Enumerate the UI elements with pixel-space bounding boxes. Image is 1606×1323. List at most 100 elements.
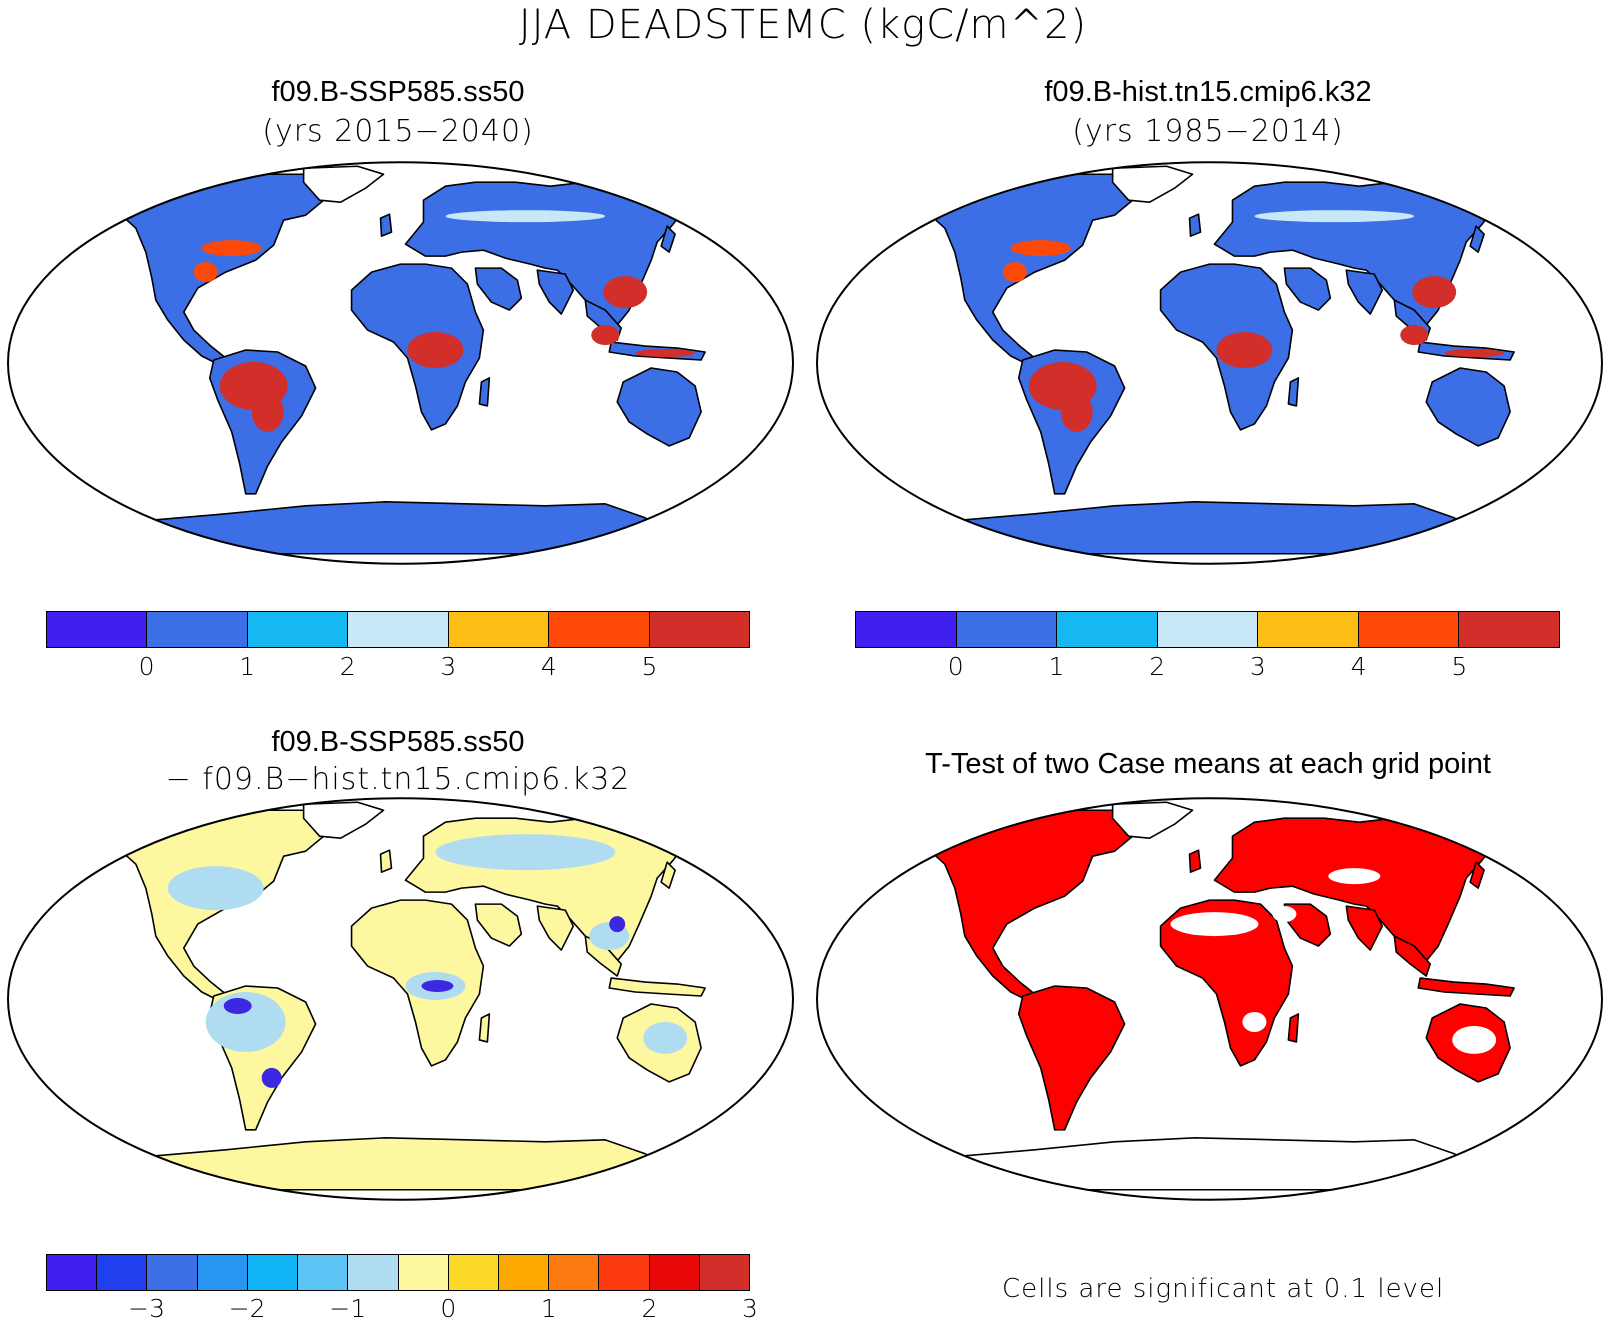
- panel-bl-case2: − f09.B−hist.tn15.cmip6.k32: [165, 762, 631, 797]
- landmass-uk: [379, 849, 393, 873]
- na-east-warm-region: [1010, 240, 1071, 257]
- colorbar-swatch: [956, 612, 1058, 647]
- amazon-strong-negative: [223, 998, 252, 1014]
- panel-tl-case: f09.B-SSP585.ss50: [271, 76, 525, 108]
- colorbar-tick-label: 3: [742, 1294, 758, 1323]
- arabia-insignificant: [1272, 906, 1297, 923]
- landmass-indonesia: [608, 977, 706, 997]
- australia-negative-region: [643, 1021, 688, 1054]
- colorbar-swatch: [197, 1255, 248, 1290]
- map-top-left: [6, 161, 795, 565]
- colorbar-tick-label: 1: [1048, 652, 1065, 681]
- colorbar-swatch: [1157, 612, 1259, 647]
- colorbar-tick-label: 0: [138, 652, 155, 681]
- landmass-japan: [1469, 225, 1485, 253]
- colorbar-top-right: [855, 611, 1560, 648]
- map-border: [6, 797, 795, 1201]
- landmass-madagascar: [478, 1013, 491, 1043]
- landmass-australia: [1425, 367, 1511, 447]
- landmass-india: [1345, 905, 1384, 951]
- landmass-madagascar: [1287, 377, 1300, 407]
- china-strong-negative: [609, 916, 626, 933]
- congo-high-region: [407, 332, 464, 368]
- colorbar-swatch: [1459, 612, 1560, 647]
- colorbar-tick-label: −3: [128, 1294, 165, 1323]
- colorbar-tick-label: 0: [947, 652, 964, 681]
- na-east-warm-region: [201, 240, 262, 257]
- colorbar-swatch: [856, 612, 957, 647]
- colorbar-swatch: [47, 1255, 98, 1290]
- china-high-region: [603, 276, 648, 309]
- landmass-madagascar: [1287, 1013, 1300, 1043]
- landmass-arabia: [474, 903, 523, 947]
- landmass-greenland: [302, 801, 385, 840]
- sahara-insignificant: [1170, 912, 1259, 937]
- colorbar-swatch: [448, 612, 550, 647]
- colorbar-tick-label: 2: [339, 652, 356, 681]
- landmass-antarctica: [155, 1137, 766, 1191]
- landmass-antarctica: [964, 1137, 1575, 1191]
- colorbar-swatch: [649, 1255, 700, 1290]
- na-southeast-warm-region: [193, 262, 218, 283]
- panel-tr-case: f09.B-hist.tn15.cmip6.k32: [1044, 76, 1372, 108]
- colorbar-swatch: [298, 1255, 349, 1290]
- brazil-high-region: [1060, 391, 1093, 432]
- colorbar-tick-label: 0: [440, 1294, 457, 1323]
- china-high-region: [1412, 276, 1457, 309]
- colorbar-swatch: [1258, 612, 1359, 647]
- panel-br-title: T-Test of two Case means at each grid po…: [925, 748, 1491, 780]
- landmass-madagascar: [478, 377, 491, 407]
- landmass-india: [536, 905, 575, 951]
- colorbar-tick-label: 2: [1149, 652, 1166, 681]
- landmass-arabia: [1283, 267, 1332, 311]
- boreal-light-band: [445, 210, 606, 223]
- colorbar-swatch: [498, 1255, 550, 1290]
- colorbar-tick-label: 2: [641, 1294, 658, 1323]
- landmass-india: [1345, 269, 1384, 315]
- colorbar-swatch: [549, 1255, 600, 1290]
- panel-tl-period: (yrs 2015−2040): [262, 114, 534, 149]
- colorbar-bottom-left: [46, 1254, 750, 1291]
- indonesia-high-region: [635, 349, 696, 358]
- map-bottom-left: [6, 797, 795, 1201]
- landmass-uk: [1188, 213, 1202, 237]
- colorbar-tick-label: 4: [540, 652, 557, 681]
- colorbar-tick-label: 3: [1249, 652, 1266, 681]
- colorbar-swatch: [247, 1255, 299, 1290]
- colorbar-tick-label: 1: [540, 1294, 557, 1323]
- colorbar-swatch: [1358, 612, 1460, 647]
- colorbar-swatch: [448, 1255, 499, 1290]
- colorbar-swatch: [1057, 612, 1158, 647]
- colorbar-tick-label: 3: [440, 652, 457, 681]
- colorbar-tick-label: 1: [239, 652, 256, 681]
- landmass-greenland: [1111, 165, 1194, 204]
- seasia-high-region: [1400, 325, 1429, 346]
- map-border: [815, 797, 1604, 1201]
- colorbar-top-left: [46, 611, 750, 648]
- landmass-japan: [660, 861, 676, 889]
- colorbar-tick-label: −2: [228, 1294, 266, 1323]
- southern-africa-insignificant: [1242, 1011, 1267, 1032]
- landmass-uk: [379, 213, 393, 237]
- australia-insignificant: [1452, 1025, 1497, 1054]
- congo-strong-negative: [421, 980, 454, 993]
- landmass-japan: [1469, 861, 1485, 889]
- colorbar-tick-label: 5: [641, 652, 658, 681]
- landmass-antarctica: [155, 501, 766, 555]
- colorbar-swatch: [348, 1255, 399, 1290]
- landmass-greenland: [1111, 801, 1194, 840]
- colorbar-tick-label: −1: [329, 1294, 367, 1323]
- landmass-antarctica: [964, 501, 1575, 555]
- significance-note: Cells are significant at 0.1 level: [1002, 1274, 1445, 1304]
- colorbar-swatch: [398, 1255, 449, 1290]
- colorbar-swatch: [649, 612, 749, 647]
- congo-high-region: [1216, 332, 1273, 368]
- map-border: [815, 161, 1604, 565]
- landmass-uk: [1188, 849, 1202, 873]
- colorbar-swatch: [699, 1255, 750, 1290]
- figure-title: JJA DEADSTEMC (kgC/m^2): [518, 2, 1088, 48]
- colorbar-swatch: [147, 612, 248, 647]
- indonesia-high-region: [1444, 349, 1505, 358]
- landmass-eurasia: [1213, 817, 1495, 967]
- south-brazil-strong-negative: [261, 1067, 282, 1088]
